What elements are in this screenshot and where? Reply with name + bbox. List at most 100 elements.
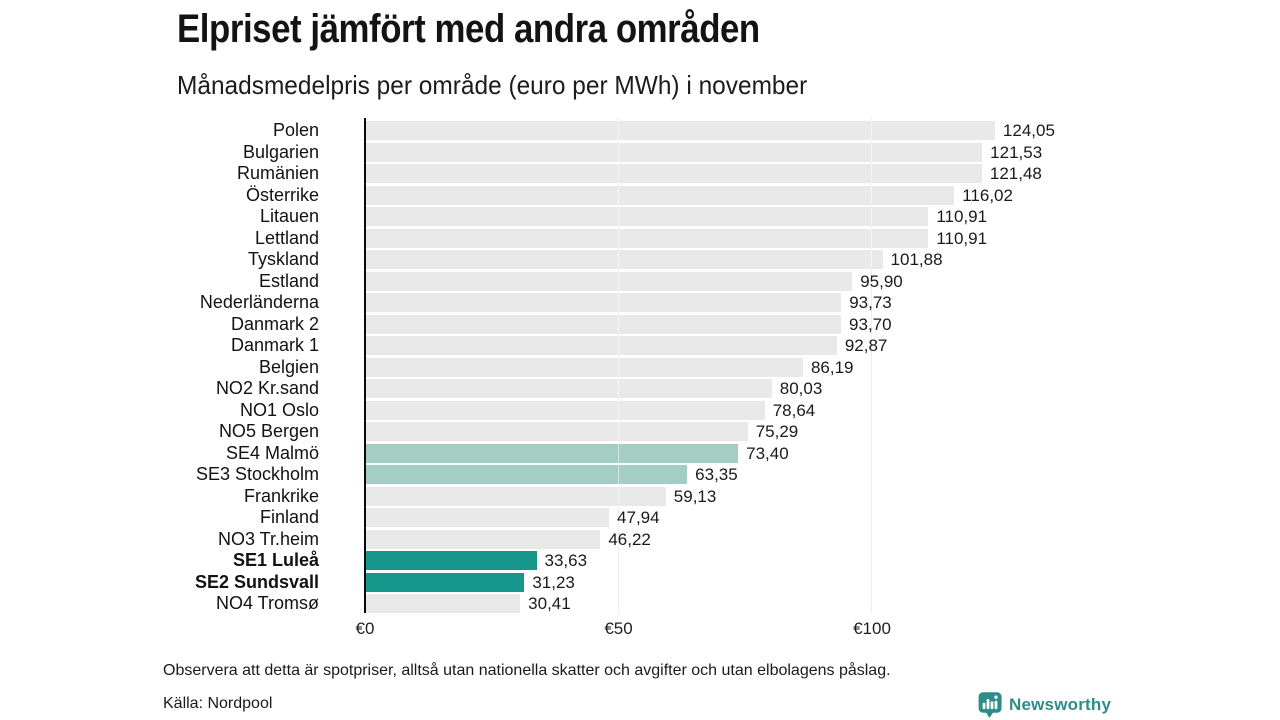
bar-default xyxy=(366,508,610,528)
chart-row: Tyskland 101,88 xyxy=(0,249,1280,270)
bar-default xyxy=(366,207,929,227)
chart-row: Nederländerna 93,73 xyxy=(0,292,1280,313)
chart-row: SE2 Sundsvall 31,23 xyxy=(0,571,1280,592)
value-label: 47,94 xyxy=(617,508,660,527)
bar-default xyxy=(366,594,521,614)
bar-dark xyxy=(366,572,525,592)
category-label: SE4 Malmö xyxy=(225,442,319,463)
category-label: SE1 Luleå xyxy=(232,550,319,570)
category-label: Tyskland xyxy=(247,249,319,269)
gridline-overlay xyxy=(617,118,619,613)
newsworthy-chart-bubble-icon xyxy=(978,692,1002,718)
value-label: 86,19 xyxy=(810,357,854,377)
chart-row: Frankrike 59,13 xyxy=(0,485,1280,506)
category-label: Litauen xyxy=(259,206,319,226)
category-label: Rumänien xyxy=(236,163,319,183)
bar-light xyxy=(366,443,739,463)
value-label: 33,63 xyxy=(544,551,588,570)
value-label: 75,29 xyxy=(755,422,799,441)
x-axis-tick-label: €50 xyxy=(604,619,633,638)
category-label: NO3 Tr.heim xyxy=(217,528,319,549)
category-label: Danmark 2 xyxy=(230,313,319,334)
category-label: Polen xyxy=(272,120,319,140)
category-label: NO1 Oslo xyxy=(239,399,319,420)
category-label: Finland xyxy=(259,507,319,527)
bar-default xyxy=(366,379,772,399)
chart-row: NO5 Bergen 75,29 xyxy=(0,421,1280,442)
bar-default xyxy=(366,228,929,248)
bar-chart-area: €0 €50 €100 Polen 124,05 Bulgarien 121,53 Rumän… xyxy=(0,118,1280,658)
chart-row: NO1 Oslo 78,64 xyxy=(0,399,1280,420)
value-label: 63,35 xyxy=(695,465,738,484)
chart-row: Lettland 110,91 xyxy=(0,227,1280,248)
value-label: 121,53 xyxy=(990,142,1043,162)
chart-row: Bulgarien 121,53 xyxy=(0,141,1280,162)
value-label: 93,70 xyxy=(849,314,892,334)
bar-dark xyxy=(366,551,537,571)
category-label: NO5 Bergen xyxy=(218,421,319,441)
gridline-overlay xyxy=(871,118,872,613)
bar-default xyxy=(366,357,803,377)
bar-default xyxy=(366,336,837,356)
chart-row: Finland 47,94 xyxy=(0,507,1280,528)
bar-default xyxy=(366,486,666,506)
category-label: Belgien xyxy=(258,356,319,377)
newsworthy-wordmark: Newsworthy xyxy=(1009,695,1112,714)
chart-row: SE1 Luleå 33,63 xyxy=(0,550,1280,571)
value-label: 46,22 xyxy=(608,529,651,549)
chart-row: SE4 Malmö 73,40 xyxy=(0,442,1280,463)
chart-row: SE3 Stockholm 63,35 xyxy=(0,464,1280,485)
category-label: NO4 Tromsø xyxy=(215,593,319,613)
value-label: 30,41 xyxy=(528,594,571,613)
bar-default xyxy=(366,271,853,291)
category-label: SE3 Stockholm xyxy=(195,464,319,484)
chart-row: Litauen 110,91 xyxy=(0,206,1280,227)
bar-default xyxy=(366,185,955,205)
value-label: 124,05 xyxy=(1002,121,1055,140)
newsworthy-logo: Newsworthy xyxy=(978,691,1111,719)
category-label: Danmark 1 xyxy=(230,335,319,355)
chart-row: Rumänien 121,48 xyxy=(0,163,1280,184)
value-label: 95,90 xyxy=(860,271,903,291)
bar-default xyxy=(366,422,748,442)
bar-default xyxy=(366,250,883,270)
source-credit: Källa: Nordpool xyxy=(163,695,273,712)
chart-row: Belgien 86,19 xyxy=(0,356,1280,377)
category-label: Bulgarien xyxy=(242,141,319,162)
value-label: 92,87 xyxy=(844,336,888,355)
footnote: Observera att detta är spotpriser, allts… xyxy=(163,662,891,679)
value-label: 73,40 xyxy=(746,443,789,463)
bar-default xyxy=(366,164,982,184)
bar-light xyxy=(366,465,688,485)
category-label: Österrike xyxy=(245,184,319,205)
category-label: Frankrike xyxy=(243,485,319,506)
value-label: 101,88 xyxy=(890,250,943,269)
category-label: NO2 Kr.sand xyxy=(215,378,319,398)
value-label: 59,13 xyxy=(673,486,717,506)
bar-default xyxy=(366,121,995,141)
page-subtitle: Månadsmedelpris per område (euro per MWh… xyxy=(177,70,808,100)
chart-row: Estland 95,90 xyxy=(0,271,1280,291)
y-axis-baseline xyxy=(364,118,366,613)
value-label: 116,02 xyxy=(962,185,1013,205)
x-axis-tick-label: €0 xyxy=(355,619,375,638)
page-title: Elpriset jämfört med andra områden xyxy=(177,7,760,51)
bar-default xyxy=(366,400,765,420)
chart-row: NO3 Tr.heim 46,22 xyxy=(0,528,1280,549)
value-label: 31,23 xyxy=(532,572,575,592)
category-label: Lettland xyxy=(254,227,319,248)
chart-row: NO4 Tromsø 30,41 xyxy=(0,593,1280,614)
bar-default xyxy=(366,529,601,549)
category-label: SE2 Sundsvall xyxy=(194,571,319,592)
chart-row: Danmark 2 93,70 xyxy=(0,313,1280,334)
value-label: 93,73 xyxy=(849,293,892,312)
value-label: 80,03 xyxy=(779,379,823,398)
bar-default xyxy=(366,293,842,313)
value-label: 110,91 xyxy=(936,228,988,248)
chart-row: Österrike 116,02 xyxy=(0,184,1280,205)
category-label: Nederländerna xyxy=(199,292,319,312)
chart-row: Polen 124,05 xyxy=(0,120,1280,141)
x-axis-tick-label: €100 xyxy=(853,619,891,638)
bar-default xyxy=(366,314,842,334)
chart-row: NO2 Kr.sand 80,03 xyxy=(0,378,1280,399)
